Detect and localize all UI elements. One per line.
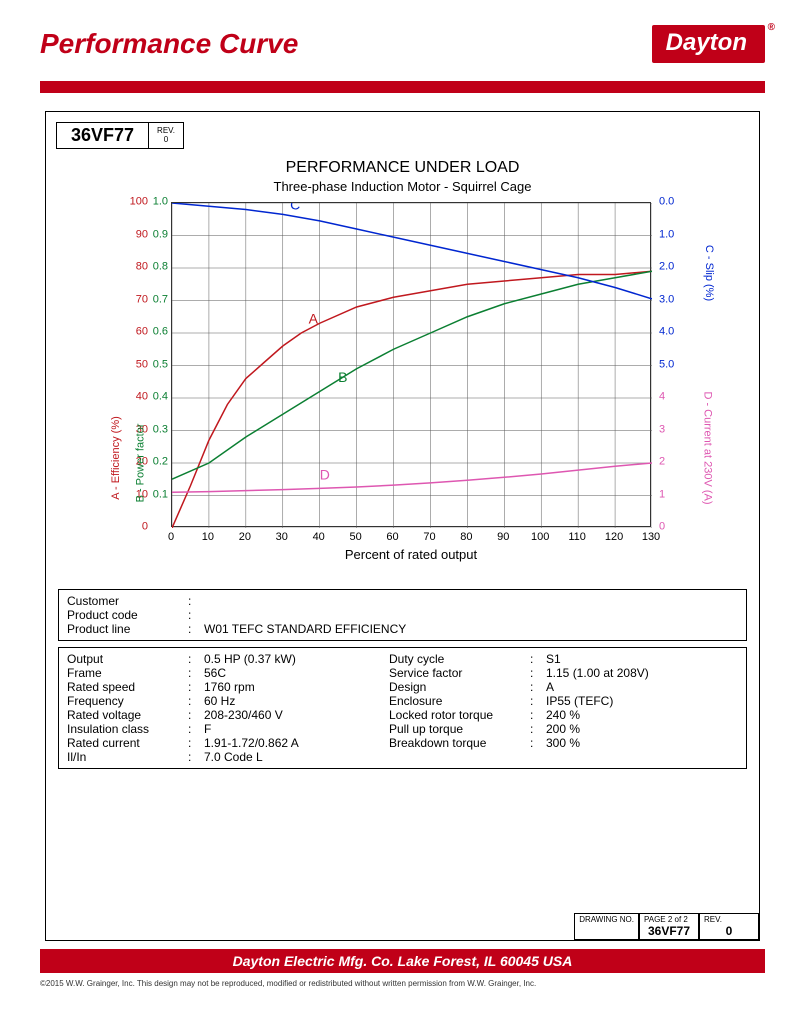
info-box-customer: Customer:Product code:Product line:W01 T… xyxy=(58,589,747,641)
info-label: Pull up torque xyxy=(389,722,524,736)
info-label: Insulation class xyxy=(67,722,182,736)
info-box-specs: Output:0.5 HP (0.37 kW)Duty cycle:S1Fram… xyxy=(58,647,747,769)
info-value: 1.15 (1.00 at 208V) xyxy=(546,666,649,680)
info-value: 7.0 Code L xyxy=(204,750,389,764)
footer-cell-label: DRAWING NO. xyxy=(579,915,634,924)
info-value: W01 TEFC STANDARD EFFICIENCY xyxy=(204,622,406,636)
info-label: Service factor xyxy=(389,666,524,680)
info-label: Locked rotor torque xyxy=(389,708,524,722)
part-header: 36VF77 REV. 0 xyxy=(56,122,759,149)
info-label: Enclosure xyxy=(389,694,524,708)
axis-b-powerfactor: 0.10.20.30.40.50.60.70.80.91.0 xyxy=(146,202,171,527)
info-label: Rated current xyxy=(67,736,182,750)
info-value: F xyxy=(204,722,389,736)
rev-value: 0 xyxy=(164,136,168,145)
plot-svg: A B C D xyxy=(172,203,652,528)
x-axis: Percent of rated output 0102030405060708… xyxy=(171,527,651,567)
header-separator xyxy=(40,81,765,93)
info-label: Breakdown torque xyxy=(389,736,524,750)
copyright-text: ©2015 W.W. Grainger, Inc. This design ma… xyxy=(40,979,765,988)
info-label: Design xyxy=(389,680,524,694)
info-label: Rated voltage xyxy=(67,708,182,722)
chart-title: PERFORMANCE UNDER LOAD xyxy=(66,159,739,177)
page-title: Performance Curve xyxy=(40,28,298,60)
info-value: 200 % xyxy=(546,722,580,736)
footer-cell-label: PAGE 2 of 2 xyxy=(644,915,694,924)
info-label: Frequency xyxy=(67,694,182,708)
info-label: Rated speed xyxy=(67,680,182,694)
part-number-box: 36VF77 xyxy=(56,122,149,149)
chart-area: PERFORMANCE UNDER LOAD Three-phase Induc… xyxy=(66,159,739,589)
info-value: A xyxy=(546,680,554,694)
axis-d-label: D - Current at 230V (A) xyxy=(702,391,714,504)
info-label: Product code xyxy=(67,608,182,622)
plot-region: A B C D xyxy=(171,202,651,527)
bottom-address-bar: Dayton Electric Mfg. Co. Lake Forest, IL… xyxy=(40,949,765,973)
footer-cell-value: 0 xyxy=(704,924,754,938)
info-value: 56C xyxy=(204,666,389,680)
axis-a-label: A - Efficiency (%) xyxy=(110,416,122,500)
plot-wrapper: 0102030405060708090100 0.10.20.30.40.50.… xyxy=(66,202,739,582)
revision-box: REV. 0 xyxy=(149,122,184,149)
info-label: Frame xyxy=(67,666,182,680)
footer-row: DRAWING NO. PAGE 2 of 236VF77 REV.0 xyxy=(574,913,759,940)
info-value: IP55 (TEFC) xyxy=(546,694,613,708)
axis-b-label: B - Power factor xyxy=(134,424,146,503)
info-label: Duty cycle xyxy=(389,652,524,666)
info-label: Il/In xyxy=(67,750,182,764)
info-value: S1 xyxy=(546,652,561,666)
header: Performance Curve Dayton xyxy=(0,0,800,73)
info-value: 208-230/460 V xyxy=(204,708,389,722)
info-value: 1.91-1.72/0.862 A xyxy=(204,736,389,750)
svg-text:A: A xyxy=(309,310,319,326)
x-axis-label: Percent of rated output xyxy=(171,547,651,562)
document-frame: 36VF77 REV. 0 PERFORMANCE UNDER LOAD Thr… xyxy=(45,111,760,941)
axis-c-label: C - Slip (%) xyxy=(703,245,715,301)
svg-text:C: C xyxy=(290,203,300,213)
info-value: 300 % xyxy=(546,736,580,750)
brand-logo: Dayton xyxy=(652,25,765,63)
chart-subtitle: Three-phase Induction Motor - Squirrel C… xyxy=(66,179,739,194)
info-label: Customer xyxy=(67,594,182,608)
axis-d-current: 01234 xyxy=(656,352,686,532)
footer-cell-label: REV. xyxy=(704,915,754,924)
svg-text:B: B xyxy=(338,369,347,385)
footer-cell-value: 36VF77 xyxy=(644,924,694,938)
svg-text:D: D xyxy=(320,466,330,482)
info-label: Output xyxy=(67,652,182,666)
info-value: 240 % xyxy=(546,708,580,722)
info-value: 1760 rpm xyxy=(204,680,389,694)
info-value: 0.5 HP (0.37 kW) xyxy=(204,652,389,666)
info-label: Product line xyxy=(67,622,182,636)
info-value: 60 Hz xyxy=(204,694,389,708)
